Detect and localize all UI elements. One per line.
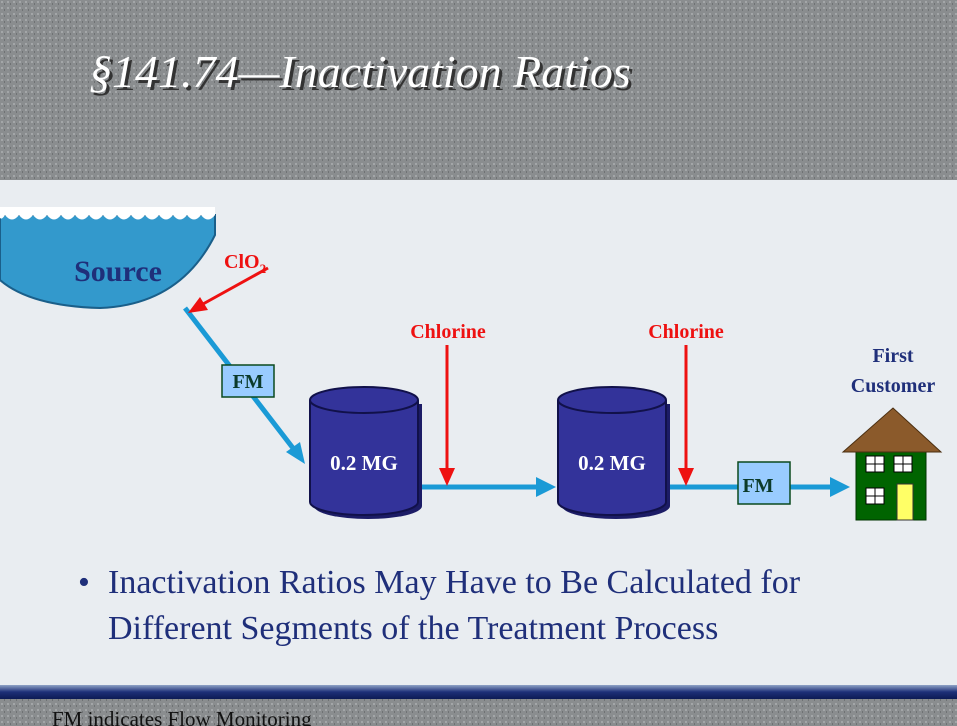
dosing-lines <box>202 266 688 470</box>
footer-band <box>0 699 957 726</box>
flow-meter <box>737 461 791 505</box>
flow-meter <box>221 364 275 398</box>
bullet-list: • Inactivation Ratios May Have to Be Calc… <box>78 560 908 652</box>
source-basin <box>0 214 216 310</box>
customer-label: First <box>872 345 913 367</box>
clo2-subscript: 2 <box>260 261 267 276</box>
pipes <box>183 306 835 490</box>
tank <box>557 386 670 519</box>
bullet-item: • Inactivation Ratios May Have to Be Calc… <box>78 560 908 652</box>
slide-title: §141.74—Inactivation Ratios <box>89 46 631 97</box>
title-band <box>0 0 957 180</box>
tank <box>309 386 422 519</box>
bullet-dot: • <box>78 564 90 601</box>
house-roof <box>841 407 943 453</box>
clo2-text: ClO <box>224 251 260 273</box>
pipe-arrows <box>286 442 850 497</box>
house-windows <box>865 455 913 505</box>
footer-text: FM indicates Flow Monitoring <box>52 707 312 726</box>
tank-label: 0.2 MG <box>578 451 646 475</box>
title-shadow: §141.74—Inactivation Ratios <box>92 49 634 100</box>
basin-scallops <box>0 207 215 220</box>
flow-meter-label: FM <box>232 371 263 393</box>
bullet-text: Inactivation Ratios May Have to Be Calcu… <box>108 564 801 647</box>
chlorine-label: Chlorine <box>648 321 724 343</box>
clo2-label: ClO2 <box>224 251 266 276</box>
customer-label: Customer <box>851 375 936 397</box>
chlorine-label: Chlorine <box>410 321 486 343</box>
tank-label: 0.2 MG <box>330 451 398 475</box>
source-label: Source <box>74 255 162 288</box>
dosing-arrowheads <box>188 297 694 486</box>
footer-bar <box>0 685 957 699</box>
flow-meter-label: FM <box>742 475 773 497</box>
house-door <box>896 483 914 521</box>
